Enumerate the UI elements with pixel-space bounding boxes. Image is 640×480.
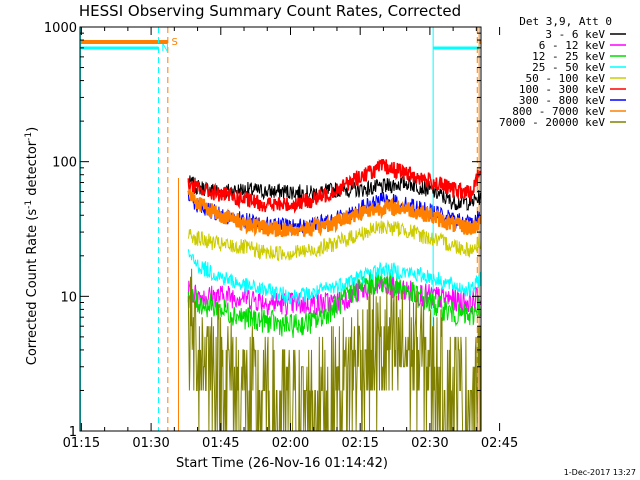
- data-series: [187, 158, 482, 432]
- y-axis-label: Corrected Count Rate (s-1 detector-1): [24, 127, 40, 365]
- series-line-5: [187, 219, 481, 261]
- legend-entry: 25 - 50 keV: [532, 61, 605, 74]
- y-axis-label-end: ): [25, 127, 40, 132]
- legend-entry: 50 - 100 keV: [526, 72, 606, 85]
- y-axis-label-sup-1: -1: [24, 200, 34, 209]
- legend-entry: 7000 - 20000 keV: [499, 116, 605, 129]
- x-tick-label: 01:15: [63, 436, 100, 451]
- y-tick-label: 1: [69, 425, 77, 440]
- legend-header: Det 3,9, Att 0: [519, 15, 612, 28]
- x-tick-label: 01:45: [202, 436, 239, 451]
- y-axis-label-mid: detector: [25, 140, 40, 200]
- legend-entry: 6 - 12 keV: [539, 39, 606, 52]
- y-axis-label-sup-2: -1: [24, 132, 34, 141]
- plot-frame: 1 10 100 1000 01:15 01:30 01:45 02:00 02:15 02:30…: [44, 21, 518, 451]
- timestamp: 1-Dec-2017 13:27: [564, 468, 636, 477]
- series-line-4: [187, 249, 481, 305]
- series-line-8: [187, 189, 482, 238]
- y-tick-label: 10: [60, 290, 77, 305]
- y-tick-label: 100: [52, 156, 77, 171]
- x-tick-label: 02:00: [272, 436, 309, 451]
- series-line-6: [187, 158, 482, 214]
- legend-entry: 3 - 6 keV: [545, 28, 605, 41]
- plot-border: [79, 26, 482, 432]
- chart-title: HESSI Observing Summary Count Rates, Cor…: [79, 2, 461, 20]
- legend-entry: 300 - 800 keV: [519, 94, 605, 107]
- x-tick-label: 01:30: [132, 436, 169, 451]
- legend-entry: 800 - 7000 keV: [512, 105, 605, 118]
- series-line-2: [187, 274, 481, 316]
- y-tick-label: 1000: [44, 21, 77, 36]
- x-tick-label: 02:15: [341, 436, 378, 451]
- legend-entry: 12 - 25 keV: [532, 50, 605, 63]
- series-line-3: [187, 271, 481, 338]
- x-tick-label: 02:45: [481, 436, 518, 451]
- legend-entry: 100 - 300 keV: [519, 83, 605, 96]
- night-flag-label: N: [161, 43, 168, 54]
- saa-flag-label: S: [172, 37, 178, 48]
- x-axis-label: Start Time (26-Nov-16 01:14:42): [176, 456, 388, 471]
- x-tick-label: 02:30: [411, 436, 448, 451]
- y-axis-label-main: Corrected Count Rate (s: [25, 209, 40, 366]
